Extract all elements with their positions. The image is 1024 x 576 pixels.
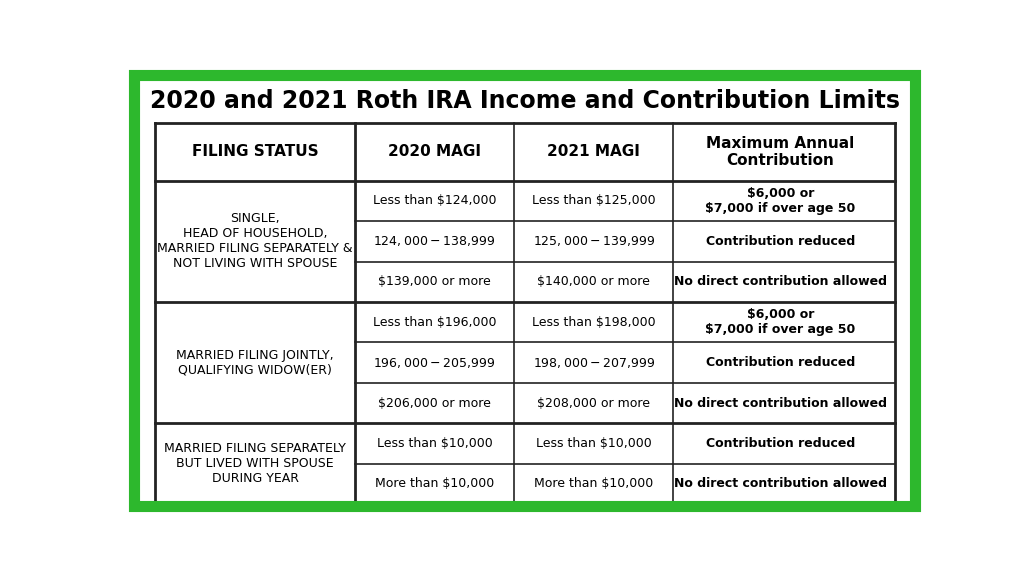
Text: Less than $125,000: Less than $125,000 <box>531 195 655 207</box>
Text: $124,000- $138,999: $124,000- $138,999 <box>374 234 496 248</box>
Text: Contribution reduced: Contribution reduced <box>706 437 855 450</box>
Text: FILING STATUS: FILING STATUS <box>191 145 318 160</box>
Text: MARRIED FILING SEPARATELY
BUT LIVED WITH SPOUSE
DURING YEAR: MARRIED FILING SEPARATELY BUT LIVED WITH… <box>164 442 346 485</box>
Text: $125,000- $139,999: $125,000- $139,999 <box>532 234 654 248</box>
Text: More than $10,000: More than $10,000 <box>535 478 653 490</box>
Text: Less than $10,000: Less than $10,000 <box>536 437 651 450</box>
Text: $139,000 or more: $139,000 or more <box>378 275 490 289</box>
Text: No direct contribution allowed: No direct contribution allowed <box>674 478 887 490</box>
Text: $140,000 or more: $140,000 or more <box>538 275 650 289</box>
Text: $196,000- $205,999: $196,000- $205,999 <box>374 356 496 370</box>
Text: Less than $10,000: Less than $10,000 <box>377 437 493 450</box>
Text: $6,000 or
$7,000 if over age 50: $6,000 or $7,000 if over age 50 <box>706 187 856 215</box>
Text: SINGLE,
HEAD OF HOUSEHOLD,
MARRIED FILING SEPARATELY &
NOT LIVING WITH SPOUSE: SINGLE, HEAD OF HOUSEHOLD, MARRIED FILIN… <box>158 213 353 270</box>
Text: 2020 and 2021 Roth IRA Income and Contribution Limits: 2020 and 2021 Roth IRA Income and Contri… <box>150 89 900 113</box>
Text: No direct contribution allowed: No direct contribution allowed <box>674 275 887 289</box>
Text: Maximum Annual
Contribution: Maximum Annual Contribution <box>707 136 855 168</box>
Text: Less than $198,000: Less than $198,000 <box>531 316 655 329</box>
Text: Less than $124,000: Less than $124,000 <box>373 195 497 207</box>
Text: Less than $196,000: Less than $196,000 <box>373 316 497 329</box>
Text: MARRIED FILING JOINTLY,
QUALIFYING WIDOW(ER): MARRIED FILING JOINTLY, QUALIFYING WIDOW… <box>176 348 334 377</box>
Text: 2021 MAGI: 2021 MAGI <box>547 145 640 160</box>
Text: No direct contribution allowed: No direct contribution allowed <box>674 397 887 410</box>
Text: $208,000 or more: $208,000 or more <box>538 397 650 410</box>
Text: $198,000- $207,999: $198,000- $207,999 <box>532 356 654 370</box>
Text: $206,000 or more: $206,000 or more <box>378 397 490 410</box>
Text: 2020 MAGI: 2020 MAGI <box>388 145 481 160</box>
Text: More than $10,000: More than $10,000 <box>375 478 495 490</box>
Text: Contribution reduced: Contribution reduced <box>706 356 855 369</box>
Text: $6,000 or
$7,000 if over age 50: $6,000 or $7,000 if over age 50 <box>706 308 856 336</box>
Text: Contribution reduced: Contribution reduced <box>706 235 855 248</box>
